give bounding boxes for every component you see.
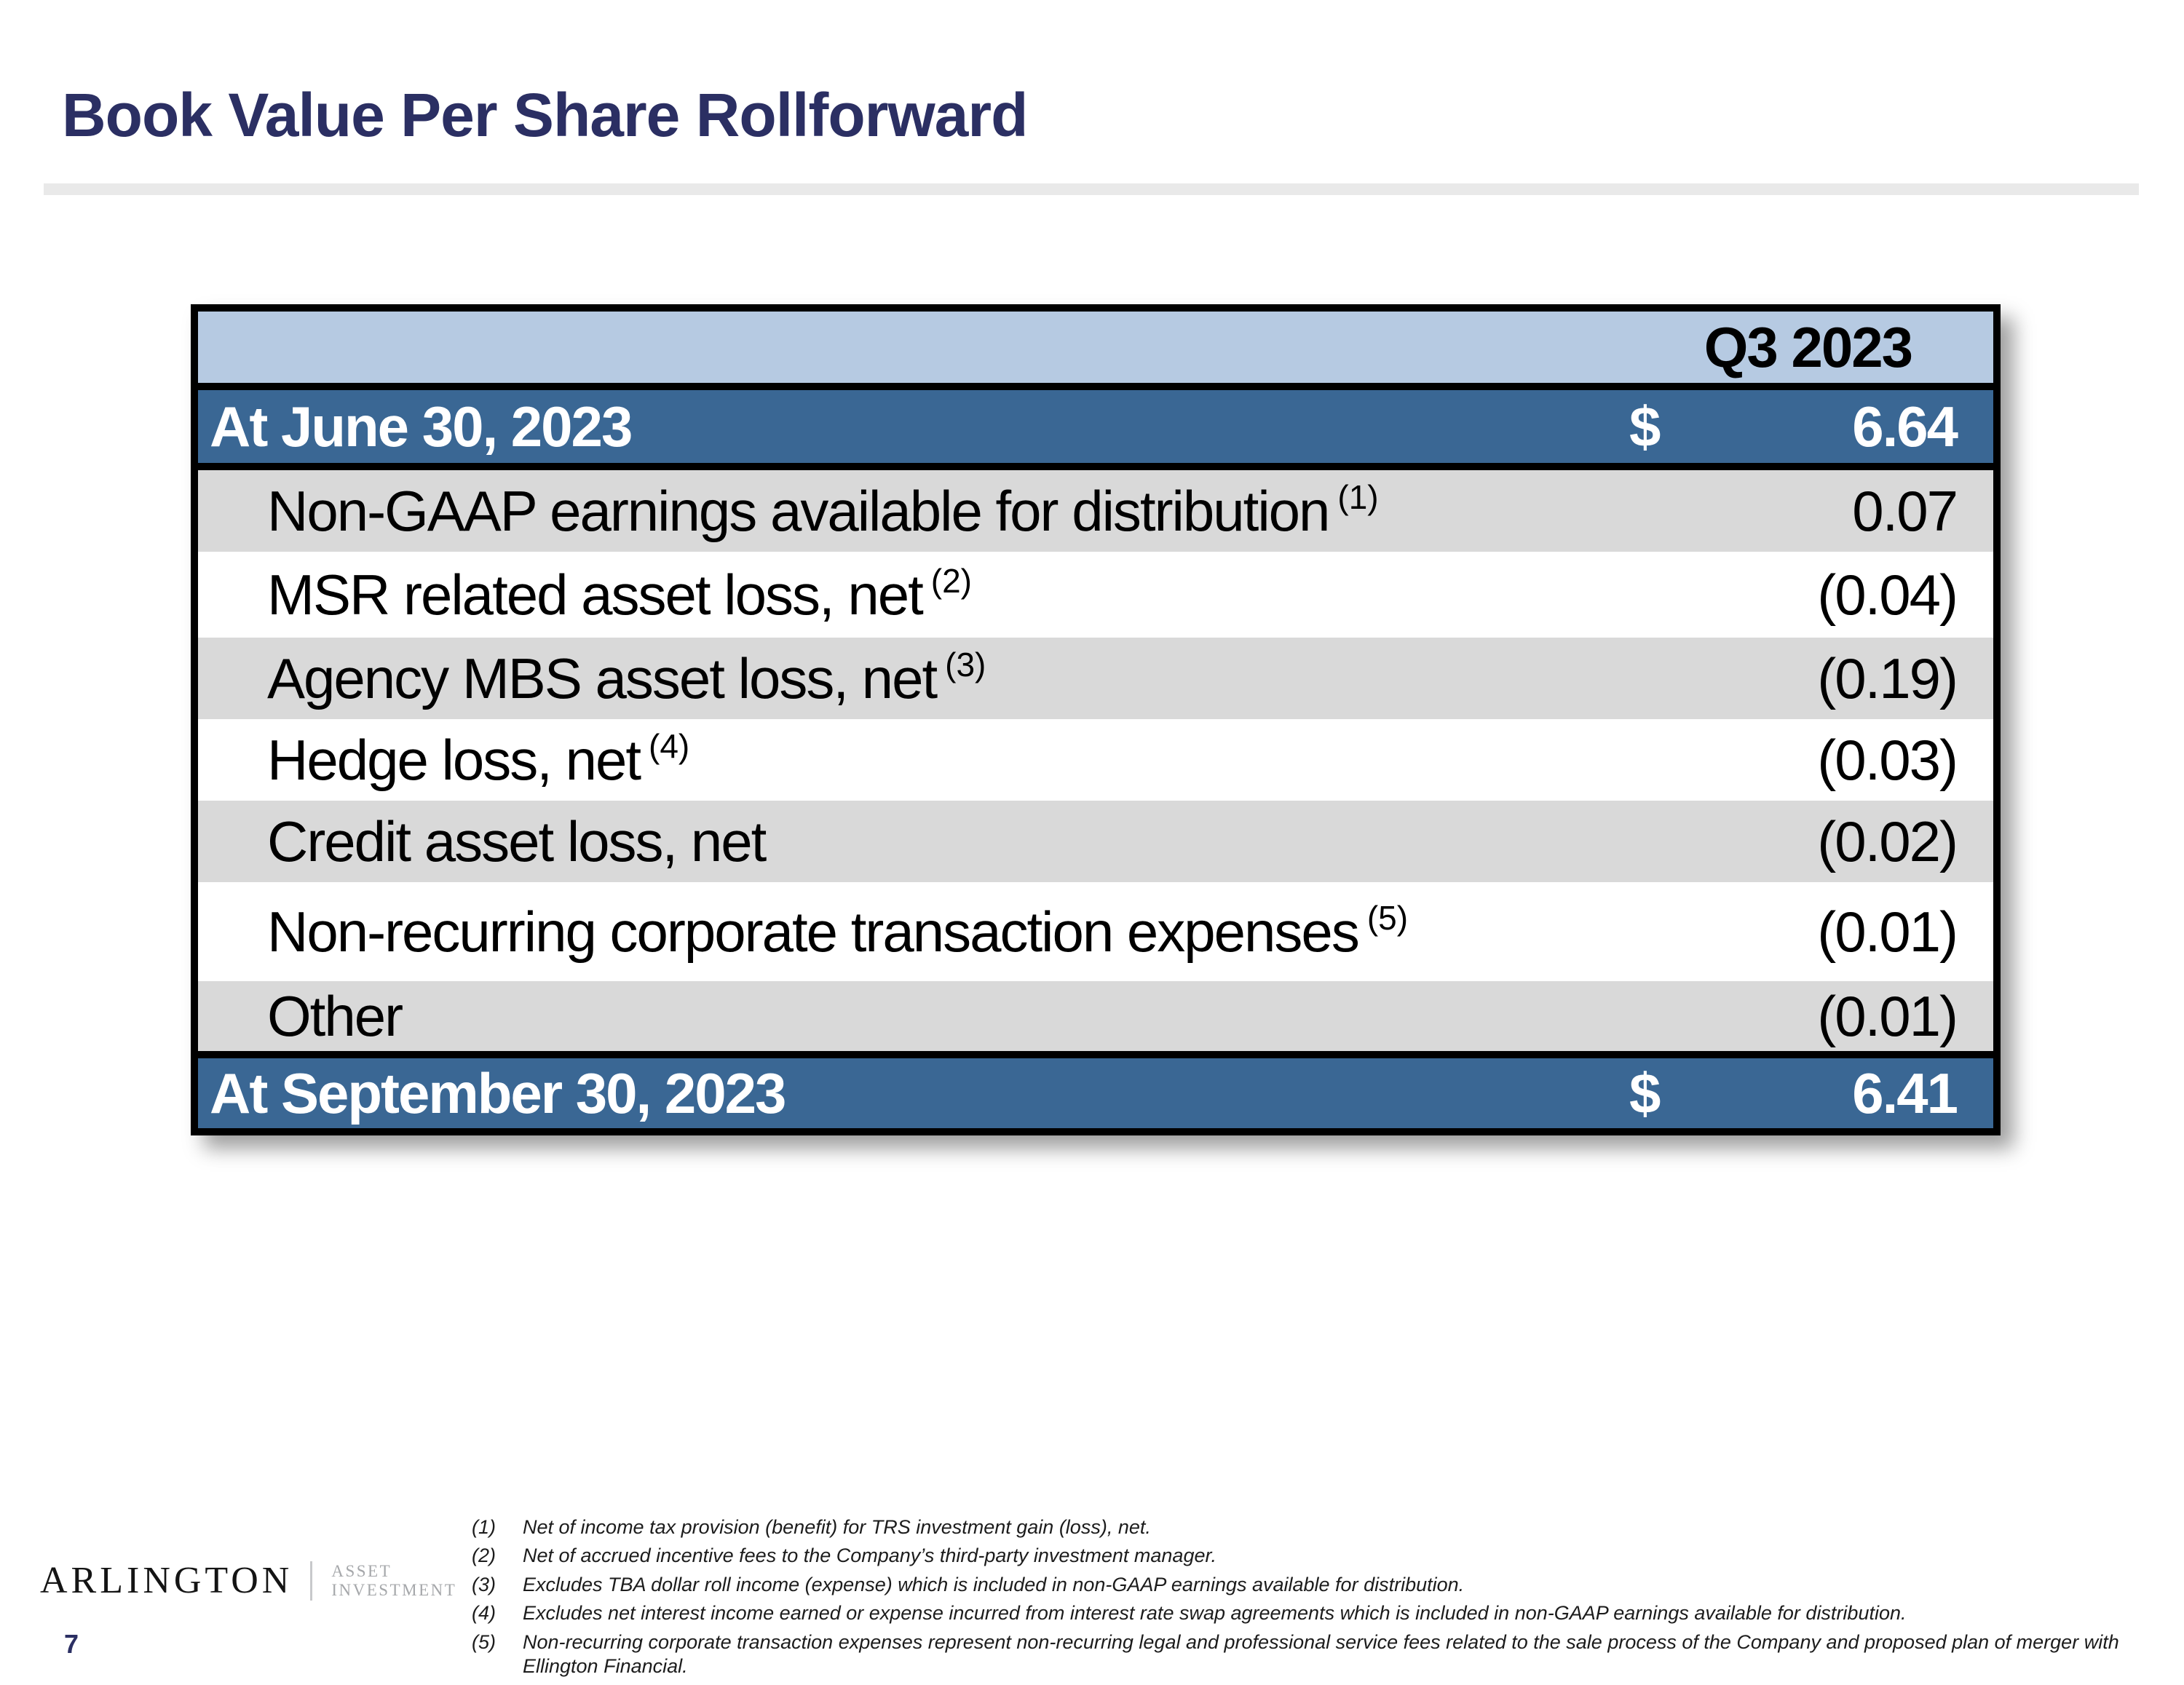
footnote-item: (5) Non-recurring corporate transaction … xyxy=(472,1630,2140,1679)
footnote-text: Excludes net interest income earned or e… xyxy=(523,1602,1907,1625)
row-value: (0.19) xyxy=(1817,646,1958,710)
opening-balance-row: At June 30, 2023 $ 6.64 xyxy=(198,390,1993,470)
footnote-text: Non-recurring corporate transaction expe… xyxy=(523,1630,2119,1678)
footnote-ref: (5) xyxy=(1366,898,1409,937)
footnote-ref: (1) xyxy=(1337,477,1379,516)
footnote-item: (3) Excludes TBA dollar roll income (exp… xyxy=(472,1573,2140,1597)
table-row: Credit asset loss, net (0.02) xyxy=(198,801,1993,882)
table-row: Hedge loss, net (4) (0.03) xyxy=(198,719,1993,801)
table-header-row: Q3 2023 xyxy=(198,312,1993,390)
footnote-number: (2) xyxy=(472,1545,496,1567)
currency-symbol: $ xyxy=(1629,394,1661,459)
table-row: Non-GAAP earnings available for distribu… xyxy=(198,470,1993,552)
closing-balance-value: 6.41 xyxy=(1852,1060,1958,1125)
opening-balance-value: 6.64 xyxy=(1852,394,1958,459)
footnote-text: Net of income tax provision (benefit) fo… xyxy=(523,1516,1151,1538)
footnote-item: (1) Net of income tax provision (benefit… xyxy=(472,1515,2140,1539)
title-divider-rule xyxy=(44,183,2139,195)
row-label: Non-GAAP earnings available for distribu… xyxy=(267,478,1330,543)
book-value-rollforward-table: Q3 2023 At June 30, 2023 $ 6.64 Non-GAAP… xyxy=(191,304,2001,1135)
arlington-logo: ARLINGTON ASSET INVESTMENT xyxy=(40,1559,456,1602)
footnote-number: (3) xyxy=(472,1573,496,1595)
logo-divider xyxy=(310,1561,313,1601)
logo-subtext-line1: ASSET xyxy=(331,1562,392,1581)
footnote-number: (1) xyxy=(472,1516,496,1538)
row-value: (0.04) xyxy=(1817,562,1958,627)
footnote-text: Excludes TBA dollar roll income (expense… xyxy=(523,1573,1465,1595)
footnote-ref: (4) xyxy=(649,726,690,765)
footnotes-block: (1) Net of income tax provision (benefit… xyxy=(472,1515,2140,1684)
period-header-label: Q3 2023 xyxy=(1704,314,1913,379)
logo-subtext-line2: INVESTMENT xyxy=(331,1580,457,1599)
row-label: Non-recurring corporate transaction expe… xyxy=(267,899,1360,964)
row-label: Other xyxy=(267,983,403,1048)
footnote-item: (2) Net of accrued incentive fees to the… xyxy=(472,1544,2140,1568)
closing-balance-label: At September 30, 2023 xyxy=(210,1060,786,1125)
currency-symbol: $ xyxy=(1629,1060,1661,1125)
logo-subtext: ASSET INVESTMENT xyxy=(331,1562,456,1599)
row-label: Credit asset loss, net xyxy=(267,809,767,873)
table-row: MSR related asset loss, net (2) (0.04) xyxy=(198,552,1993,638)
page-number: 7 xyxy=(64,1629,79,1659)
row-label: MSR related asset loss, net xyxy=(267,562,924,627)
table-row: Non-recurring corporate transaction expe… xyxy=(198,882,1993,981)
closing-balance-value-cell: $ 6.41 xyxy=(1629,1060,1993,1127)
row-value: (0.03) xyxy=(1817,727,1958,792)
footnote-number: (4) xyxy=(472,1602,496,1625)
row-value: 0.07 xyxy=(1852,478,1958,543)
footnote-item: (4) Excludes net interest income earned … xyxy=(472,1601,2140,1625)
footnote-ref: (3) xyxy=(945,645,986,683)
closing-balance-row: At September 30, 2023 $ 6.41 xyxy=(198,1051,1993,1128)
table-row: Agency MBS asset loss, net (3) (0.19) xyxy=(198,638,1993,719)
opening-balance-value-cell: $ 6.64 xyxy=(1629,394,1993,460)
table-row: Other (0.01) xyxy=(198,981,1993,1051)
row-label: Hedge loss, net xyxy=(267,727,641,792)
footnote-text: Net of accrued incentive fees to the Com… xyxy=(523,1545,1216,1567)
opening-balance-label: At June 30, 2023 xyxy=(210,394,633,459)
page-title: Book Value Per Share Rollforward xyxy=(62,81,1028,149)
row-value: (0.01) xyxy=(1817,983,1958,1048)
row-label: Agency MBS asset loss, net xyxy=(267,646,938,710)
row-value: (0.02) xyxy=(1817,809,1958,873)
logo-wordmark: ARLINGTON xyxy=(40,1560,293,1601)
footnote-ref: (2) xyxy=(930,561,972,600)
footnote-number: (5) xyxy=(472,1630,496,1653)
row-value: (0.01) xyxy=(1817,899,1958,964)
